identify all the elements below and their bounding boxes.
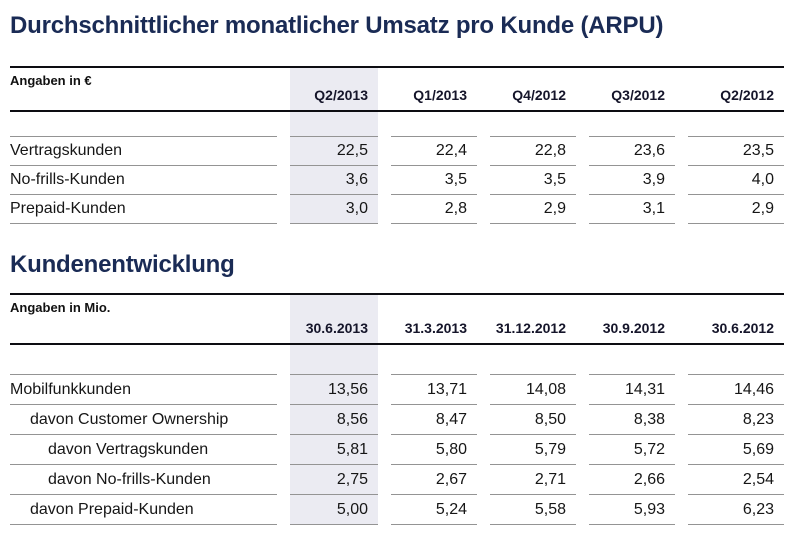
cell-value: 22,8: [490, 135, 576, 165]
spacer-cell: [490, 112, 576, 136]
cell-value: 2,67: [391, 464, 477, 494]
cell-value: 14,46: [688, 374, 784, 404]
cell-value: 5,00: [290, 494, 378, 525]
cell-value: 3,0: [290, 193, 378, 223]
spacer-cell: [10, 112, 277, 136]
cell-value: 2,9: [688, 193, 784, 223]
cell-value: 2,9: [490, 193, 576, 223]
cell-value: 5,24: [391, 494, 477, 524]
cell-value: 13,71: [391, 374, 477, 404]
cell-value: 13,56: [290, 374, 378, 405]
cell-value: 3,9: [589, 164, 675, 194]
cell-value: 3,5: [391, 164, 477, 194]
table-bottom-rule: [589, 524, 675, 526]
row-label: davon No-frills-Kunden: [10, 464, 277, 494]
cell-value: 8,56: [290, 404, 378, 435]
row-label: Mobilfunkkunden: [10, 374, 277, 404]
cell-value: 22,4: [391, 135, 477, 165]
table-bottom-rule: [688, 222, 784, 224]
cell-value: 8,47: [391, 404, 477, 434]
table-bottom-rule: [490, 222, 576, 224]
cell-value: 23,5: [688, 135, 784, 165]
cell-value: 23,6: [589, 135, 675, 165]
column-header: 30.6.2013: [290, 295, 378, 344]
column-header: 30.6.2012: [711, 320, 774, 337]
cell-value: 5,69: [688, 434, 784, 464]
cell-value: 2,71: [490, 464, 576, 494]
spacer-cell: [290, 111, 378, 136]
spacer-cell: [490, 345, 576, 374]
header-divider: [10, 109, 784, 112]
cell-value: 3,6: [290, 164, 378, 194]
spacer-cell: [290, 345, 378, 375]
kundenentwicklung-section-title: Kundenentwicklung: [10, 250, 235, 278]
unit-label: Angaben in €: [10, 72, 92, 88]
table-bottom-rule: [290, 222, 378, 224]
column-header: Q4/2012: [512, 86, 566, 103]
cell-value: 2,75: [290, 464, 378, 495]
cell-value: 14,08: [490, 374, 576, 404]
table-bottom-rule: [10, 524, 277, 526]
arpu-section-title: Durchschnittlicher monatlicher Umsatz pr…: [10, 12, 664, 39]
spacer-cell: [589, 112, 675, 136]
column-header: 31.3.2013: [404, 320, 467, 337]
column-header: 31.12.2012: [495, 320, 566, 337]
spacer-cell: [688, 112, 784, 136]
cell-value: 8,23: [688, 404, 784, 434]
row-label: davon Prepaid-Kunden: [10, 494, 277, 524]
kundenentwicklung-table: Angaben in Mio. 30.6.2013 31.3.2013 31.12.2…: [10, 293, 784, 526]
column-header: Q1/2013: [413, 86, 467, 103]
table-bottom-rule: [391, 222, 477, 224]
table-bottom-rule: [589, 222, 675, 224]
row-label: No-frills-Kunden: [10, 164, 277, 194]
table-bottom-rule: [490, 524, 576, 526]
row-label: davon Customer Ownership: [10, 404, 277, 434]
table-bottom-rule: [688, 524, 784, 526]
cell-value: 6,23: [688, 494, 784, 524]
arpu-table: Angaben in € Q2/2013 Q1/2013 Q4/2012 Q3/2012…: [10, 65, 784, 224]
header-divider: [10, 343, 784, 346]
cell-value: 8,38: [589, 404, 675, 434]
column-header: Q2/2013: [290, 67, 378, 110]
cell-value: 2,66: [589, 464, 675, 494]
cell-value: 2,54: [688, 464, 784, 494]
row-label: davon Vertragskunden: [10, 434, 277, 464]
spacer-cell: [589, 345, 675, 374]
table-bottom-rule: [391, 524, 477, 526]
cell-value: 22,5: [290, 135, 378, 165]
table-bottom-rule: [10, 222, 277, 224]
row-label: Vertragskunden: [10, 135, 277, 165]
unit-label: Angaben in Mio.: [10, 300, 111, 316]
cell-value: 5,79: [490, 434, 576, 464]
spacer-cell: [391, 345, 477, 374]
column-header: 30.9.2012: [602, 320, 665, 337]
spacer-cell: [391, 112, 477, 136]
spacer-cell: [688, 345, 784, 374]
cell-value: 8,50: [490, 404, 576, 434]
row-label: Prepaid-Kunden: [10, 193, 277, 223]
cell-value: 5,93: [589, 494, 675, 524]
cell-value: 14,31: [589, 374, 675, 404]
cell-value: 5,80: [391, 434, 477, 464]
cell-value: 3,1: [589, 193, 675, 223]
spacer-cell: [10, 345, 277, 374]
cell-value: 2,8: [391, 193, 477, 223]
cell-value: 5,58: [490, 494, 576, 524]
cell-value: 5,81: [290, 434, 378, 465]
cell-value: 4,0: [688, 164, 784, 194]
column-header: Q3/2012: [611, 86, 665, 103]
table-bottom-rule: [290, 524, 378, 526]
column-header: Q2/2012: [720, 86, 774, 103]
cell-value: 3,5: [490, 164, 576, 194]
cell-value: 5,72: [589, 434, 675, 464]
